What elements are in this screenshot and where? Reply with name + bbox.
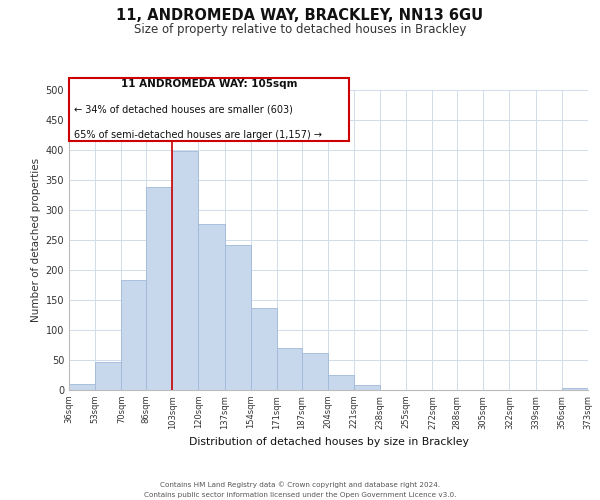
Bar: [69, 384, 95, 390]
X-axis label: Distribution of detached houses by size in Brackley: Distribution of detached houses by size …: [188, 437, 469, 447]
Bar: [328, 375, 354, 390]
Bar: [277, 348, 302, 390]
Bar: [172, 150, 199, 390]
Text: Size of property relative to detached houses in Brackley: Size of property relative to detached ho…: [134, 22, 466, 36]
Bar: [251, 308, 277, 390]
Bar: [224, 245, 251, 390]
Bar: [562, 388, 588, 390]
Y-axis label: Number of detached properties: Number of detached properties: [31, 158, 41, 322]
Text: Contains HM Land Registry data © Crown copyright and database right 2024.
Contai: Contains HM Land Registry data © Crown c…: [144, 482, 456, 498]
Bar: [354, 385, 380, 390]
Bar: [302, 353, 328, 390]
Bar: [121, 280, 146, 390]
Text: 11, ANDROMEDA WAY, BRACKLEY, NN13 6GU: 11, ANDROMEDA WAY, BRACKLEY, NN13 6GU: [116, 8, 484, 22]
Text: 11 ANDROMEDA WAY: 105sqm: 11 ANDROMEDA WAY: 105sqm: [121, 80, 298, 90]
Text: ← 34% of detached houses are smaller (603): ← 34% of detached houses are smaller (60…: [74, 105, 293, 115]
Bar: [95, 362, 121, 390]
FancyBboxPatch shape: [69, 78, 349, 141]
Bar: [199, 224, 224, 390]
Text: 65% of semi-detached houses are larger (1,157) →: 65% of semi-detached houses are larger (…: [74, 130, 322, 140]
Bar: [146, 187, 172, 390]
